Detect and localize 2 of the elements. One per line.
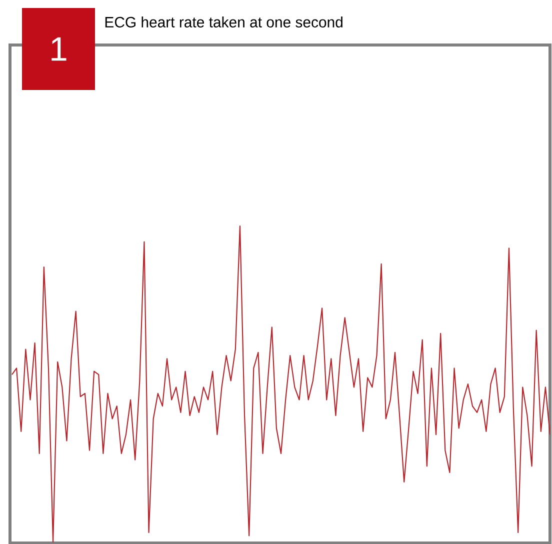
text: 1	[52, 37, 66, 61]
chart-title: ECG heart rate taken at one second	[105, 16, 342, 28]
